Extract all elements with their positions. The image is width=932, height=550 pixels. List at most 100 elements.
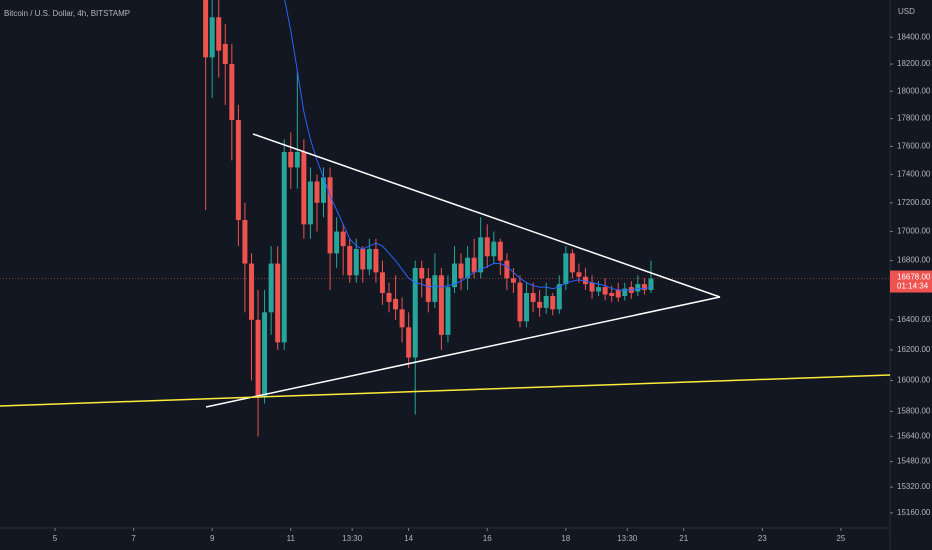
candle-body bbox=[314, 181, 320, 203]
candle-body bbox=[327, 177, 333, 254]
candle-body bbox=[235, 120, 241, 221]
candle-body bbox=[262, 312, 268, 396]
candle-body bbox=[569, 253, 575, 273]
x-tick-label: 14 bbox=[404, 534, 413, 543]
triangle-lower bbox=[205, 296, 721, 408]
candle-body bbox=[524, 293, 530, 322]
candle-body bbox=[281, 151, 287, 343]
y-tick-label: 15640.00 bbox=[897, 431, 931, 440]
last-price-label: 16678.00 bbox=[897, 273, 931, 282]
candle-body bbox=[425, 278, 431, 302]
y-tick-label: 18200.00 bbox=[897, 59, 931, 68]
candle-body bbox=[609, 293, 615, 296]
candle-body bbox=[465, 257, 471, 279]
candle-body bbox=[229, 64, 235, 121]
candle-body bbox=[452, 263, 458, 288]
candle-body bbox=[576, 272, 582, 277]
candle-body bbox=[399, 309, 405, 328]
candle-body bbox=[393, 298, 399, 310]
candle-body bbox=[419, 267, 425, 279]
x-tick-label: 11 bbox=[287, 534, 296, 543]
candle-body bbox=[360, 248, 366, 270]
x-tick-label: 21 bbox=[679, 534, 688, 543]
x-tick-label: 16 bbox=[483, 534, 492, 543]
countdown-label: 01:14:34 bbox=[897, 282, 929, 291]
candle-body bbox=[504, 260, 510, 279]
drawings bbox=[0, 133, 891, 408]
candle-body bbox=[248, 263, 254, 320]
y-tick-label: 17800.00 bbox=[897, 114, 931, 123]
candle-body bbox=[510, 278, 516, 283]
y-tick-label: 15320.00 bbox=[897, 482, 931, 491]
candle-body bbox=[294, 151, 300, 168]
currency-label: USD bbox=[898, 7, 915, 16]
candle-body bbox=[340, 231, 346, 247]
candle-body bbox=[438, 275, 444, 335]
candle-body bbox=[432, 275, 438, 302]
x-tick-label: 13:30 bbox=[342, 534, 363, 543]
y-tick-label: 17600.00 bbox=[897, 141, 931, 150]
candle-body bbox=[622, 288, 628, 296]
x-tick-label: 18 bbox=[561, 534, 570, 543]
candle-body bbox=[203, 0, 209, 58]
candle-body bbox=[406, 327, 412, 358]
y-tick-label: 15160.00 bbox=[897, 508, 931, 517]
symbol-title: Bitcoin / U.S. Dollar, 4h, BITSTAMP bbox=[4, 9, 130, 18]
moving-average bbox=[284, 0, 652, 291]
support-line bbox=[0, 374, 891, 407]
candle-body bbox=[582, 276, 588, 285]
candle-body bbox=[255, 319, 261, 396]
triangle-upper bbox=[252, 133, 721, 298]
y-tick-label: 16400.00 bbox=[897, 315, 931, 324]
candle-body bbox=[641, 284, 647, 291]
plot-area bbox=[0, 0, 890, 437]
candle-body bbox=[373, 248, 379, 273]
candle-body bbox=[537, 301, 543, 308]
candle-body bbox=[242, 220, 248, 264]
candle-body bbox=[517, 282, 523, 322]
candle-body bbox=[321, 177, 327, 203]
y-tick-label: 15480.00 bbox=[897, 457, 931, 466]
candle-body bbox=[563, 253, 569, 285]
candle-body bbox=[275, 263, 281, 343]
candle-body bbox=[615, 290, 621, 298]
candle-body bbox=[379, 272, 385, 294]
candle-body bbox=[209, 17, 215, 58]
y-tick-label: 16000.00 bbox=[897, 376, 931, 385]
axes: 18400.00 18200.00 18000.00 17800.00 17600.00… bbox=[53, 32, 932, 543]
candle-body bbox=[445, 287, 451, 335]
y-tick-label: 18000.00 bbox=[897, 86, 931, 95]
y-tick-label: 16800.00 bbox=[897, 256, 931, 265]
candle-body bbox=[550, 295, 556, 310]
candle-body bbox=[366, 248, 372, 270]
candle-body bbox=[307, 181, 313, 225]
last-price-badge bbox=[890, 270, 932, 293]
candle-body bbox=[602, 287, 608, 295]
candle-body bbox=[334, 231, 340, 254]
candle-body bbox=[386, 293, 392, 302]
candle-body bbox=[301, 151, 307, 225]
y-tick-label: 17000.00 bbox=[897, 227, 931, 236]
y-tick-label: 15800.00 bbox=[897, 406, 931, 415]
x-tick-label: 9 bbox=[210, 534, 215, 543]
candle-body bbox=[288, 151, 294, 168]
candle-body bbox=[589, 282, 595, 292]
candle-body bbox=[543, 295, 549, 308]
candle-body bbox=[353, 248, 359, 276]
candle-body bbox=[471, 257, 477, 273]
candle-body bbox=[478, 237, 484, 273]
candle-body bbox=[635, 284, 641, 292]
candle-body bbox=[216, 17, 222, 51]
y-tick-label: 17200.00 bbox=[897, 198, 931, 207]
x-tick-label: 5 bbox=[53, 534, 58, 543]
candle-body bbox=[497, 241, 503, 261]
x-tick-label: 25 bbox=[836, 534, 845, 543]
y-tick-label: 18400.00 bbox=[897, 32, 931, 41]
candle-body bbox=[222, 43, 228, 65]
candle-body bbox=[347, 246, 353, 276]
candle-body bbox=[491, 241, 497, 257]
candle-body bbox=[556, 284, 562, 310]
x-tick-label: 7 bbox=[131, 534, 136, 543]
